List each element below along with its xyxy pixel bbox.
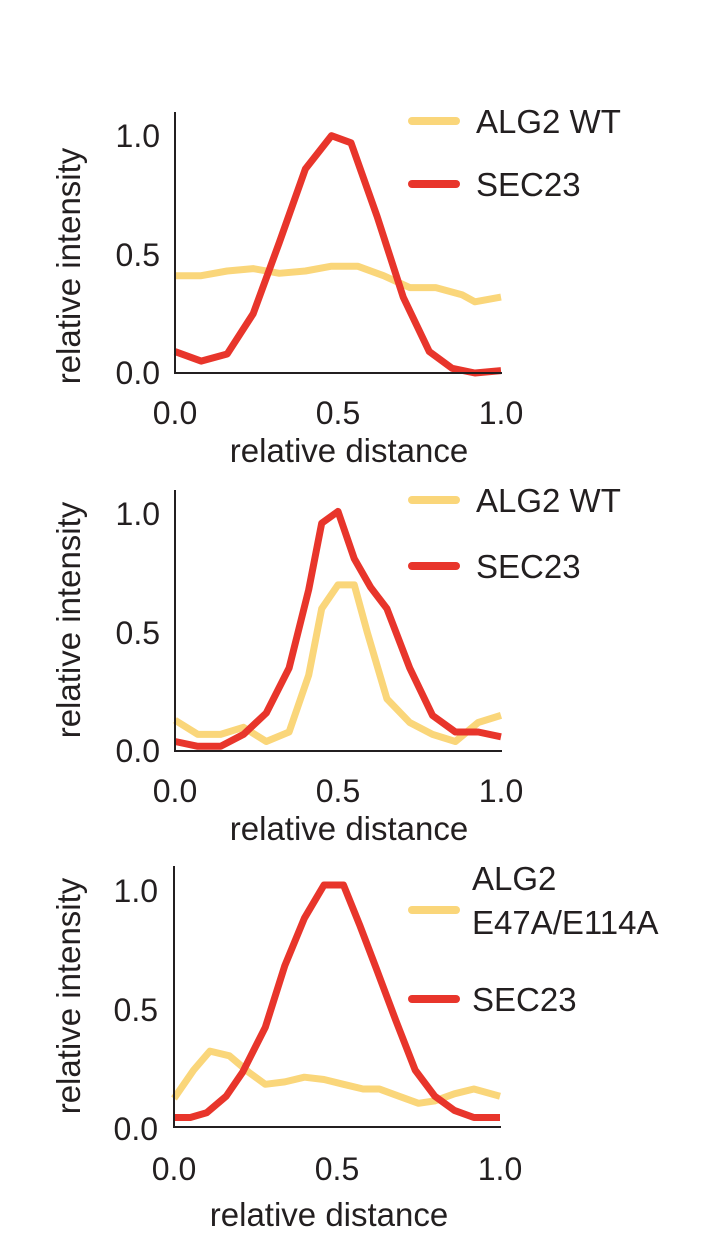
x-tick-label: 1.0 — [479, 773, 523, 809]
y-axis-label: relative intensity — [50, 147, 87, 384]
legend: ALG2 E47A/E114A SEC23 — [408, 860, 659, 1018]
legend-label-alg2-mutant: ALG2 E47A/E114A — [472, 860, 659, 941]
series-line-alg2 — [173, 581, 503, 745]
legend-label-sec23: SEC23 — [472, 981, 577, 1018]
x-axis-label: relative distance — [230, 432, 468, 469]
y-tick-label: 0.5 — [116, 615, 160, 651]
y-axis-label: relative intensity — [50, 877, 87, 1114]
y-tick-label: 0.0 — [114, 1111, 158, 1147]
x-tick-label: 0.5 — [315, 1151, 359, 1187]
series-line-sec23 — [173, 132, 502, 377]
legend-label-sec23: SEC23 — [476, 166, 581, 203]
y-tick-label: 1.0 — [114, 873, 158, 909]
legend-label-sec23: SEC23 — [476, 548, 581, 585]
marks-layer — [173, 132, 502, 377]
x-axis-label: relative distance — [210, 1196, 448, 1233]
x-tick-label: 1.0 — [478, 1151, 522, 1187]
x-tick-label: 0.5 — [316, 395, 360, 431]
marks-layer — [173, 507, 503, 750]
y-tick-label: 0.5 — [116, 237, 160, 273]
y-tick-label: 0.0 — [116, 355, 160, 391]
x-tick-label: 0.0 — [153, 773, 197, 809]
y-tick-label: 0.0 — [116, 733, 160, 769]
x-axis-label: relative distance — [230, 810, 468, 847]
x-tick-label: 0.0 — [152, 1151, 196, 1187]
y-tick-label: 0.5 — [114, 992, 158, 1028]
y-axis-label: relative intensity — [50, 501, 87, 738]
series-line-sec23 — [174, 507, 502, 750]
marks-layer — [171, 881, 501, 1121]
legend: ALG2 WT SEC23 — [408, 103, 621, 203]
x-tick-label: 0.0 — [153, 395, 197, 431]
legend: ALG2 WT SEC23 — [408, 482, 621, 585]
legend-label-alg2: ALG2 WT — [476, 482, 621, 519]
legend-label-alg2: ALG2 WT — [476, 103, 621, 140]
series-line-alg2 — [175, 262, 502, 306]
y-tick-label: 1.0 — [116, 496, 160, 532]
x-tick-label: 1.0 — [479, 395, 523, 431]
chart-panel-1: relative intensity 0.0 0.5 1.0 0.0 0.5 1… — [50, 103, 621, 469]
series-line-sec23 — [174, 881, 500, 1121]
y-tick-label: 1.0 — [116, 118, 160, 154]
chart-panel-2: relative intensity 0.0 0.5 1.0 0.0 0.5 1… — [50, 482, 621, 847]
x-tick-label: 0.5 — [316, 773, 360, 809]
chart-panel-3: relative intensity 0.0 0.5 1.0 0.0 0.5 1… — [50, 860, 659, 1233]
